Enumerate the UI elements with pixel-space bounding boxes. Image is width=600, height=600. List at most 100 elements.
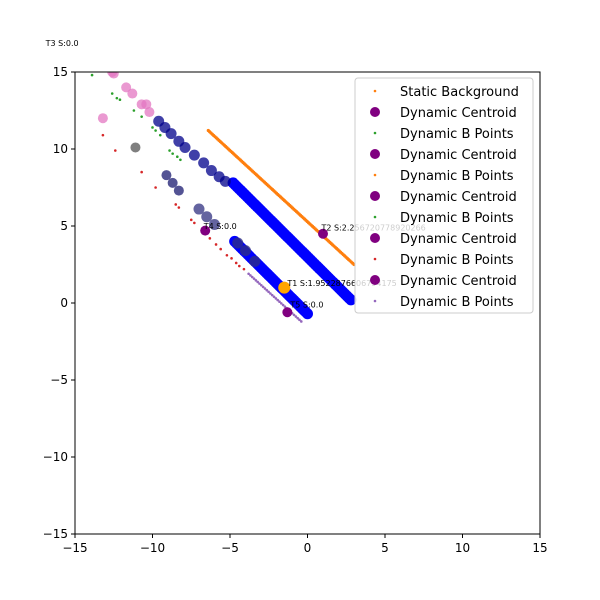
y-tick-label: −5 [50,373,68,387]
bpoints-point [238,264,241,268]
x-tick-label: 0 [304,541,312,555]
x-tick-label: 5 [381,541,389,555]
bpoints-point [158,133,162,137]
x-tick-label: −15 [62,541,87,555]
bline-point [300,320,303,323]
legend-label: Dynamic B Points [400,169,514,184]
trail-point [127,88,138,99]
plot-area [90,72,357,323]
trail-point [173,185,184,196]
centroid-point [318,228,328,239]
bline-point [247,272,250,276]
trail-point [232,237,244,249]
bpoints-point [193,221,196,225]
bpoints-point [174,203,178,206]
trail-point [167,177,178,188]
bline-point [283,305,287,308]
y-tick-label: 10 [53,142,68,156]
bpoints-point [154,186,157,189]
bline-point [267,290,270,294]
trail-point [205,165,217,177]
x-tick-label: −10 [140,541,165,555]
y-tick-label: −10 [43,450,68,464]
trail-point [97,113,108,124]
band-point [345,294,357,306]
bline-point [272,295,276,299]
bpoints-point [140,115,143,118]
bline-point [269,292,272,295]
legend-label: Dynamic Centroid [400,232,517,247]
legend-label: Dynamic B Points [400,127,514,142]
single-point [130,142,141,153]
bpoints-point [132,109,136,112]
x-tick-label: −5 [221,541,239,555]
trail-point [219,175,231,187]
bpoints-point [230,257,233,260]
legend-marker [370,275,380,285]
trail-point [201,211,213,223]
band-point [302,308,313,320]
x-tick-label: 10 [455,541,470,555]
legend-label: Dynamic B Points [400,295,514,310]
trail-point [108,72,119,79]
bline-point [261,285,265,289]
highlight-point [278,281,291,294]
bline-point [274,297,278,300]
bpoints-point [234,261,238,265]
trail-point [240,245,251,257]
legend-marker [370,191,380,201]
legend-marker [373,131,377,135]
bline-point [250,275,254,279]
y-tick-label: 15 [53,65,68,79]
bpoints-point [225,253,229,257]
point-annotation: T3 S:0.0 [45,39,79,48]
point-annotation: T5 S:0.0 [289,301,323,310]
legend-label: Dynamic Centroid [400,106,517,121]
trail-point [144,107,155,118]
legend-marker [370,107,380,117]
bpoints-point [176,155,179,158]
bpoints-point [140,170,143,174]
bline-point [258,282,261,285]
bline-point [276,298,279,302]
bline-point [298,318,301,322]
trail-point [198,157,210,169]
bpoints-point [189,218,193,222]
bline-point [265,288,269,292]
bline-point [292,313,296,317]
bline-point [256,280,259,284]
trail-point [193,203,205,215]
bline-point [278,300,281,304]
legend-label: Dynamic Centroid [400,148,517,163]
trail-point [249,255,261,267]
legend-marker [373,89,377,93]
bpoints-point [208,237,212,240]
bpoints-point [115,96,119,100]
bline-point [280,302,283,305]
point-annotation: T1 S:1.9522876606794175 [286,279,396,288]
legend: Static Background Dynamic Centroid Dynamic… [354,77,534,314]
point-annotation: T4 S:0.0 [203,222,237,231]
centroid-point [282,307,293,318]
legend-marker [370,233,380,243]
y-tick-label: −15 [43,527,68,541]
bline-point [254,279,258,282]
bpoints-point [154,129,157,132]
legend-marker [373,257,377,261]
bpoints-point [177,206,181,209]
bpoints-point [110,92,114,95]
legend-label: Dynamic B Points [400,253,514,268]
trail-point [141,99,152,110]
bpoints-point [179,158,182,162]
bline-point [296,316,299,320]
bpoints-point [242,267,246,271]
trail-point [161,170,172,181]
bline-point [263,287,267,290]
legend-label: Dynamic B Points [400,211,514,226]
bpoints-point [168,149,171,152]
trail-point [188,149,200,161]
legend-marker [373,299,377,303]
bpoints-point [101,133,105,137]
legend-box [354,77,534,314]
